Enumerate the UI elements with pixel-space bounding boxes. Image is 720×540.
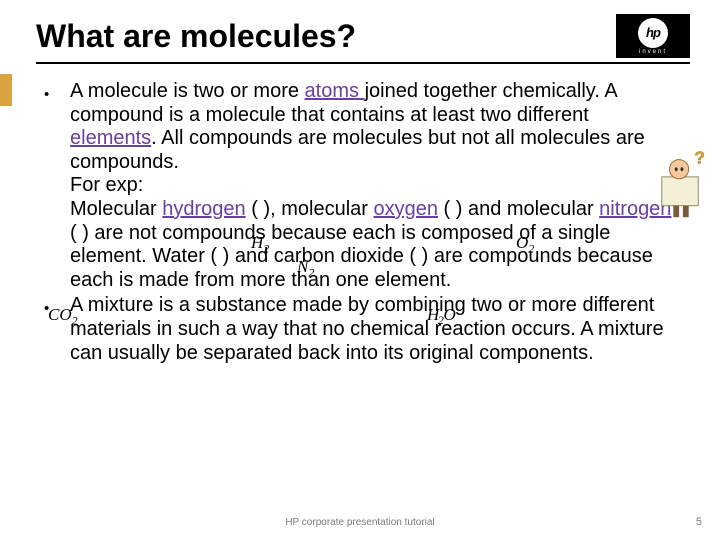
b1-p3a: Molecular <box>70 198 162 220</box>
formula-h2o-sub: 2 <box>438 313 444 327</box>
b1-p1a: A molecule is two or more <box>70 80 305 102</box>
bullet-1: • A molecule is two or more atoms joined… <box>44 80 680 292</box>
b1-p3b: ( ), molecular <box>246 198 374 220</box>
page-number: 5 <box>696 516 702 528</box>
accent-bar <box>0 74 12 106</box>
question-character-icon: ? <box>652 150 710 222</box>
link-hydrogen[interactable]: hydrogen <box>162 198 245 220</box>
slide-container: What are molecules? hp invent • A molecu… <box>0 0 720 540</box>
link-oxygen[interactable]: oxygen <box>373 198 438 220</box>
svg-text:?: ? <box>694 150 705 167</box>
link-atoms[interactable]: atoms <box>305 80 365 102</box>
title-row: What are molecules? hp invent <box>36 18 690 58</box>
formula-n2-sub: 2 <box>308 265 314 279</box>
bullet-1-text: A molecule is two or more atoms joined t… <box>70 80 680 292</box>
bullet-marker: • <box>44 86 52 103</box>
bullet-2-text: A mixture is a substance made by combini… <box>70 294 680 365</box>
b1-p3d: ( ) are not compounds because each is co… <box>70 222 653 291</box>
formula-n2: N2 <box>297 257 314 280</box>
formula-h2-base: H <box>251 233 263 252</box>
b1-p1c: . All compounds are molecules but not al… <box>70 127 645 173</box>
formula-co2s-sub: 2 <box>72 313 78 327</box>
formula-o2-sub: 2 <box>528 241 534 255</box>
formula-n2-base: N <box>297 257 308 276</box>
formula-h2: H2 <box>251 233 269 256</box>
formula-o2: O2 <box>516 233 534 256</box>
formula-co2s-base: CO <box>48 305 72 324</box>
bullet-2: • A mixture is a substance made by combi… <box>44 294 680 365</box>
formula-co2-stray: CO2 <box>48 305 78 328</box>
formula-o2-base: O <box>516 233 528 252</box>
b1-p3c: ( ) and molecular <box>438 198 599 220</box>
formula-h2o: H O2 <box>427 305 462 328</box>
hp-logo-sub: invent <box>639 49 667 55</box>
footer-text: HP corporate presentation tutorial <box>0 517 720 528</box>
b1-p2: For exp: <box>70 174 143 196</box>
content-area: • A molecule is two or more atoms joined… <box>36 80 690 365</box>
formula-h2-sub: 2 <box>263 241 269 255</box>
hp-logo-mark: hp <box>638 18 668 48</box>
slide-title: What are molecules? <box>36 18 356 55</box>
hp-logo: hp invent <box>616 14 690 58</box>
link-elements[interactable]: elements <box>70 127 151 149</box>
title-rule <box>36 62 690 64</box>
